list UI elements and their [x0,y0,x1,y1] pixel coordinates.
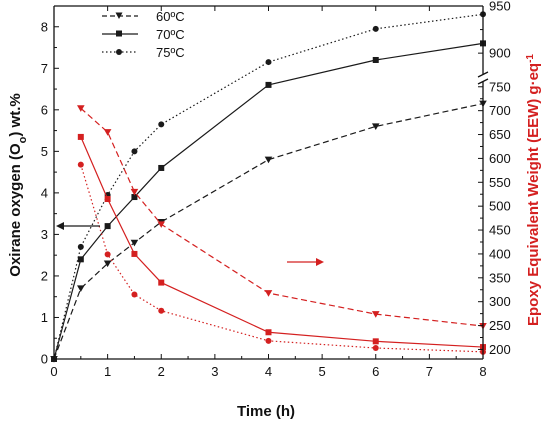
eew-point-60 [264,290,273,297]
eew-point-70 [104,196,111,203]
oxirane-point-75 [265,59,272,66]
eew-point-70 [158,279,165,286]
right-tick-label: 750 [489,79,511,94]
oxirane-point-60 [103,260,112,268]
left-tick-label: 3 [41,227,48,242]
oxirane-point-75 [131,148,138,155]
series-layer [50,11,487,363]
legend-75-marker [116,49,122,55]
x-axis-title: Time (h) [237,403,295,420]
eew-line-70 [80,136,484,348]
eew-point-60 [157,221,166,228]
legend: 60ºC 70ºC 75ºC [102,9,185,60]
oxirane-point-70 [372,56,379,63]
eew-point-60 [130,188,139,196]
oxirane-point-60 [264,156,273,164]
oxirane-point-70 [265,81,272,88]
right-tick-label: 700 [489,103,511,118]
left-tick-label: 7 [41,61,48,76]
axis-break-mark [477,71,489,78]
left-tick-label: 0 [41,352,48,367]
eew-line-60 [80,107,484,327]
eew-point-75 [372,345,379,352]
oxirane-point-75 [77,243,84,250]
x-tick-label: 8 [479,364,486,379]
oxirane-point-60 [371,123,380,131]
eew-line-75 [80,164,484,353]
right-tick-label: 350 [489,270,511,285]
right-tick-label: 650 [489,127,511,142]
oxirane-point-70 [77,256,84,263]
right-tick-label: 950 [489,0,511,14]
legend-70-label: 70ºC [156,27,185,42]
eew-point-75 [158,307,165,314]
left-tick-label: 5 [41,144,48,159]
left-tick-label: 4 [41,185,48,200]
x-tick-label: 7 [426,364,433,379]
right-tick-label: 300 [489,294,511,309]
oxirane-line-60 [53,103,484,360]
right-tick-label: 600 [489,151,511,166]
left-tick-label: 8 [41,19,48,34]
eew-point-75 [265,337,272,344]
legend-75-label: 75ºC [156,45,185,60]
oxirane-point-75 [158,121,165,128]
right-tick-label: 450 [489,223,511,238]
oxirane-point-60 [130,239,139,247]
oxirane-point-70 [131,194,138,201]
eew-point-75 [104,251,111,258]
left-axis-title-subscript: o [17,136,29,143]
oxirane-point-60 [77,285,85,292]
oxirane-line-70 [53,42,484,360]
right-axis-title: Epoxy Equivalent Weight (EEW) g·eq-1 [525,54,543,326]
right-tick-label: 250 [489,318,511,333]
legend-70-marker [116,30,122,37]
legend-60-label: 60ºC [156,9,185,24]
left-axis-arrow [56,222,100,230]
right-tick-label: 550 [489,175,511,190]
eew-point-75 [77,161,84,168]
left-tick-label: 2 [41,268,48,283]
x-tick-label: 5 [319,364,326,379]
oxirane-point-70 [104,223,111,230]
right-axis-arrow [287,258,324,266]
x-tick-label: 3 [211,364,218,379]
x-tick-label: 4 [265,364,272,379]
x-tick-label: 0 [50,364,57,379]
legend-60-marker [115,12,123,19]
x-tick-label: 2 [158,364,165,379]
eew-point-60 [77,105,85,112]
eew-point-60 [371,311,380,318]
left-tick-label: 1 [41,310,48,325]
left-tick-label: 6 [41,102,48,117]
oxirane-line-75 [53,13,484,360]
right-tick-label: 400 [489,246,511,261]
axis-layer: 0 1 2 3 4 5 6 7 80123456782002503003504004505005… [41,0,511,379]
right-tick-label: 900 [489,46,511,61]
right-tick-label: 200 [489,342,511,357]
oxirane-point-70 [158,164,165,171]
axis-break-mark [477,78,489,85]
oxirane-point-75 [372,25,379,32]
eew-point-70 [372,338,379,345]
eew-point-70 [265,329,272,336]
eew-point-70 [77,133,84,140]
right-tick-label: 500 [489,199,511,214]
x-tick-label: 1 [104,364,111,379]
eew-point-75 [131,291,138,298]
right-axis-title-superscript: -1 [525,54,536,63]
eew-point-60 [103,129,112,136]
x-tick-label: 6 [372,364,379,379]
left-axis-title: Oxirane oxygen (Oo) wt.% [7,93,29,276]
eew-point-70 [131,250,138,257]
